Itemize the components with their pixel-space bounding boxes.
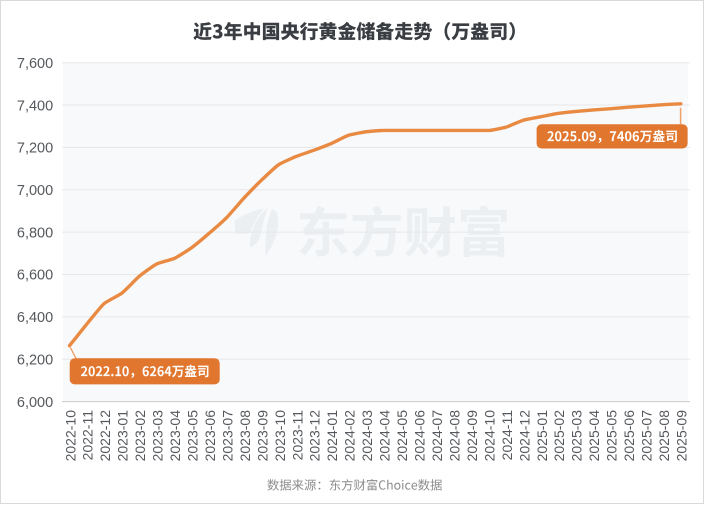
svg-text:2023-05: 2023-05 (184, 410, 200, 462)
svg-text:2023-11: 2023-11 (289, 410, 305, 461)
svg-text:2023-03: 2023-03 (150, 410, 166, 462)
svg-text:2024-10: 2024-10 (481, 410, 497, 462)
svg-text:2024-01: 2024-01 (324, 410, 340, 462)
svg-text:6,400: 6,400 (17, 310, 53, 326)
svg-text:2024-03: 2024-03 (359, 410, 375, 462)
svg-text:2023-07: 2023-07 (219, 410, 235, 462)
svg-text:7,400: 7,400 (17, 98, 53, 114)
svg-text:2024-12: 2024-12 (516, 410, 532, 462)
svg-text:2025-06: 2025-06 (621, 410, 637, 462)
svg-text:2025-03: 2025-03 (569, 410, 585, 462)
svg-text:2025-07: 2025-07 (639, 410, 655, 462)
svg-text:2023-06: 2023-06 (202, 410, 218, 462)
svg-text:2023-08: 2023-08 (237, 410, 253, 462)
svg-text:6,200: 6,200 (17, 352, 53, 368)
svg-text:2022-10: 2022-10 (62, 410, 78, 462)
svg-text:2025-02: 2025-02 (551, 410, 567, 462)
svg-text:2023-12: 2023-12 (307, 410, 323, 462)
svg-text:7,000: 7,000 (17, 183, 53, 199)
svg-text:2025-08: 2025-08 (656, 410, 672, 462)
svg-text:2025-05: 2025-05 (604, 410, 620, 462)
svg-text:2023-02: 2023-02 (132, 410, 148, 462)
svg-text:6,600: 6,600 (17, 268, 53, 284)
svg-text:2023-09: 2023-09 (254, 410, 270, 462)
svg-text:6,800: 6,800 (17, 225, 53, 241)
svg-text:2024-11: 2024-11 (499, 410, 515, 461)
svg-text:2025-09: 2025-09 (673, 410, 689, 462)
svg-text:2024-02: 2024-02 (342, 410, 358, 462)
svg-text:2024-06: 2024-06 (412, 410, 428, 462)
svg-text:7,200: 7,200 (17, 141, 53, 157)
svg-text:7,600: 7,600 (17, 56, 53, 72)
svg-text:2024-07: 2024-07 (429, 410, 445, 462)
svg-text:2022-11: 2022-11 (80, 410, 96, 461)
svg-text:2024-08: 2024-08 (446, 410, 462, 462)
svg-text:2024-05: 2024-05 (394, 410, 410, 462)
svg-text:2023-10: 2023-10 (272, 410, 288, 462)
svg-text:2025-04: 2025-04 (586, 410, 602, 462)
svg-text:2023-04: 2023-04 (167, 410, 183, 462)
svg-text:2025-01: 2025-01 (534, 410, 550, 462)
svg-text:2022-12: 2022-12 (97, 410, 113, 462)
svg-text:2024-09: 2024-09 (464, 410, 480, 462)
svg-text:2024-04: 2024-04 (377, 410, 393, 462)
svg-text:6,000: 6,000 (17, 395, 53, 411)
svg-text:2023-01: 2023-01 (115, 410, 131, 462)
